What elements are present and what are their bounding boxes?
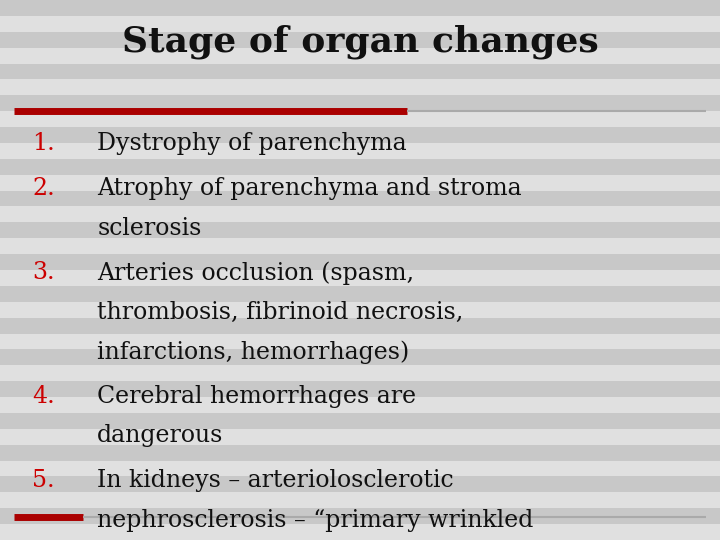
Bar	[0, 461, 720, 476]
Text: 1.: 1.	[32, 132, 55, 156]
Text: infarctions, hemorrhages): infarctions, hemorrhages)	[97, 340, 410, 364]
Bar	[0, 397, 720, 413]
Text: Atrophy of parenchyma and stroma: Atrophy of parenchyma and stroma	[97, 177, 522, 200]
Text: 5.: 5.	[32, 469, 55, 492]
Bar	[0, 143, 720, 159]
Text: 3.: 3.	[32, 261, 55, 285]
Bar	[0, 524, 720, 540]
Text: 2.: 2.	[32, 177, 55, 200]
Bar	[0, 365, 720, 381]
Bar	[0, 16, 720, 32]
Text: sclerosis: sclerosis	[97, 217, 202, 240]
Text: Cerebral hemorrhages are: Cerebral hemorrhages are	[97, 385, 416, 408]
Bar	[0, 111, 720, 127]
Bar	[0, 175, 720, 191]
Text: Stage of organ changes: Stage of organ changes	[122, 24, 598, 59]
Bar	[0, 191, 720, 206]
Text: In kidneys – arteriolosclerotic: In kidneys – arteriolosclerotic	[97, 469, 454, 492]
Bar	[0, 492, 720, 508]
Text: Dystrophy of parenchyma: Dystrophy of parenchyma	[97, 132, 407, 156]
Bar	[0, 127, 720, 143]
Bar	[0, 286, 720, 302]
Bar	[0, 64, 720, 79]
Bar	[0, 445, 720, 461]
Text: 4.: 4.	[32, 385, 55, 408]
Bar	[0, 334, 720, 349]
Bar	[0, 238, 720, 254]
Text: nephrosclerosis – “primary wrinkled: nephrosclerosis – “primary wrinkled	[97, 509, 534, 532]
Text: Arteries occlusion (spasm,: Arteries occlusion (spasm,	[97, 261, 414, 285]
Bar	[0, 48, 720, 64]
Bar	[0, 222, 720, 238]
Bar	[0, 349, 720, 365]
Bar	[0, 508, 720, 524]
Bar	[0, 206, 720, 222]
Bar	[0, 413, 720, 429]
Bar	[0, 381, 720, 397]
Bar	[0, 476, 720, 492]
Bar	[0, 0, 720, 16]
Bar	[0, 429, 720, 445]
Text: thrombosis, fibrinoid necrosis,: thrombosis, fibrinoid necrosis,	[97, 301, 464, 324]
Text: dangerous: dangerous	[97, 424, 224, 448]
Bar	[0, 254, 720, 270]
Bar	[0, 270, 720, 286]
Bar	[0, 32, 720, 48]
Bar	[0, 302, 720, 318]
Bar	[0, 318, 720, 334]
Bar	[0, 79, 720, 95]
Bar	[0, 159, 720, 175]
Bar	[0, 95, 720, 111]
